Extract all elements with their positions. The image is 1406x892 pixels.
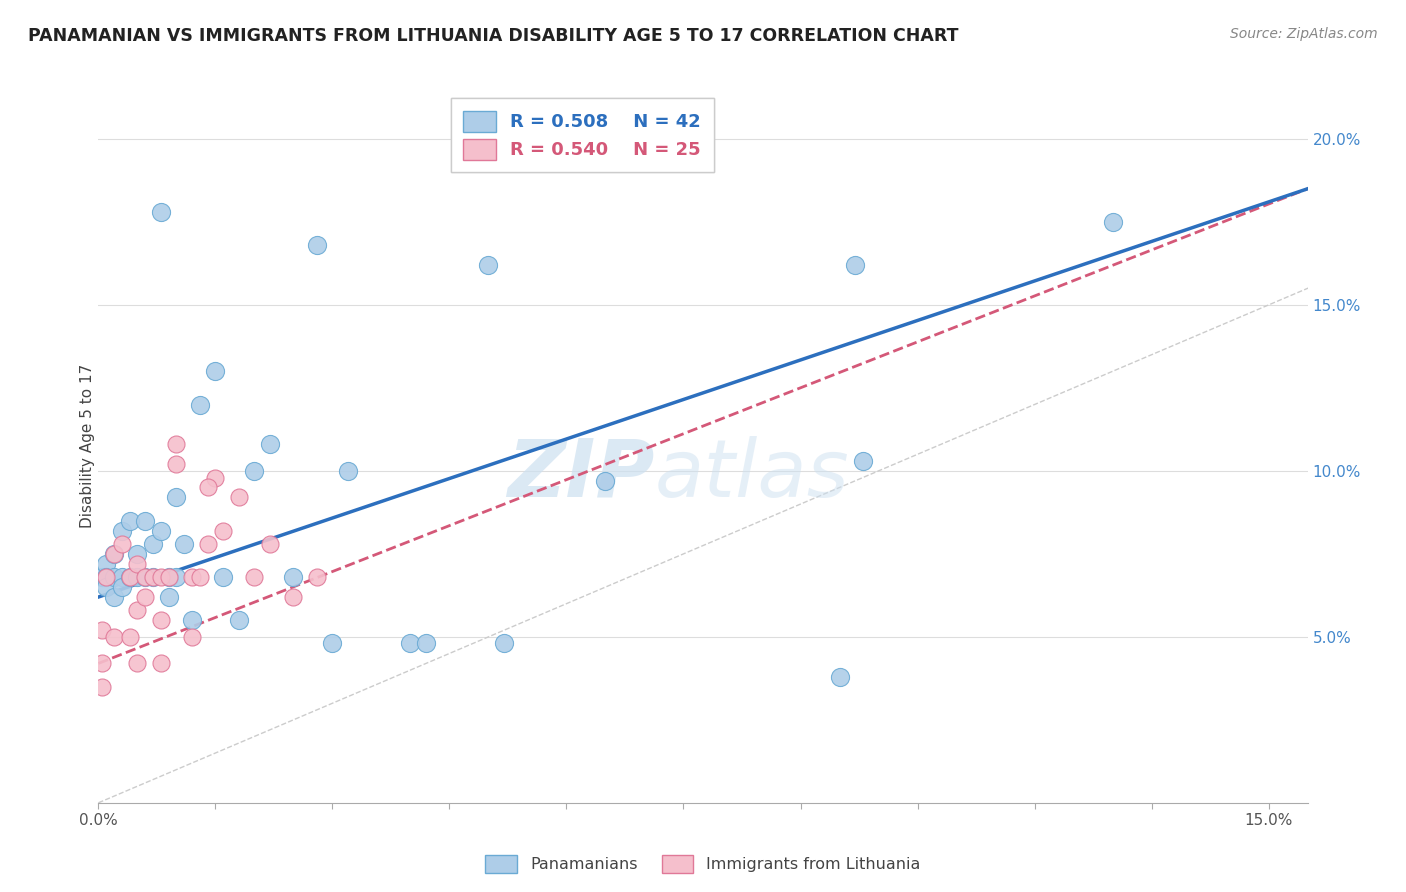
Point [91, 680, 114, 694]
Point [188, 397, 211, 411]
Point [127, 557, 149, 571]
Point [111, 570, 134, 584]
Point [127, 570, 149, 584]
Point [197, 481, 219, 495]
Point [149, 613, 172, 627]
Point [134, 570, 156, 584]
Text: PANAMANIAN VS IMMIGRANTS FROM LITHUANIA DISABILITY AGE 5 TO 17 CORRELATION CHART: PANAMANIAN VS IMMIGRANTS FROM LITHUANIA … [28, 27, 959, 45]
Legend: R = 0.508    N = 42, R = 0.540    N = 25: R = 0.508 N = 42, R = 0.540 N = 25 [450, 98, 714, 172]
Point [165, 457, 187, 471]
Point [197, 537, 219, 551]
Point [142, 537, 165, 551]
Point [149, 524, 172, 538]
Point [181, 613, 204, 627]
Point [181, 630, 204, 644]
Point [157, 590, 180, 604]
Point [477, 258, 499, 272]
Point [118, 630, 141, 644]
Point [149, 657, 172, 671]
Point [165, 491, 187, 505]
Point [111, 580, 134, 594]
Point [91, 624, 114, 638]
Point [134, 514, 156, 528]
Point [243, 464, 266, 478]
Point [844, 258, 866, 272]
Point [852, 454, 875, 468]
Point [212, 524, 235, 538]
Point [142, 570, 165, 584]
Point [91, 570, 114, 584]
Text: ZIP: ZIP [508, 435, 655, 514]
Point [134, 590, 156, 604]
Point [494, 636, 516, 650]
Point [305, 238, 328, 252]
Point [595, 474, 617, 488]
Point [283, 590, 305, 604]
Text: atlas: atlas [655, 435, 849, 514]
Point [103, 547, 125, 561]
Point [243, 570, 266, 584]
Point [91, 657, 114, 671]
Point [399, 636, 422, 650]
Point [111, 524, 134, 538]
Point [103, 570, 125, 584]
Point [228, 613, 250, 627]
Point [228, 491, 250, 505]
Point [181, 570, 204, 584]
Text: Source: ZipAtlas.com: Source: ZipAtlas.com [1230, 27, 1378, 41]
Point [127, 603, 149, 617]
Point [103, 547, 125, 561]
Y-axis label: Disability Age 5 to 17: Disability Age 5 to 17 [80, 364, 94, 528]
Point [165, 437, 187, 451]
Point [103, 630, 125, 644]
Point [828, 670, 851, 684]
Point [204, 364, 226, 378]
Point [118, 570, 141, 584]
Point [96, 570, 118, 584]
Point [157, 570, 180, 584]
Point [127, 547, 149, 561]
Point [305, 570, 328, 584]
Point [1101, 215, 1123, 229]
Point [321, 636, 343, 650]
Point [173, 537, 195, 551]
Point [283, 570, 305, 584]
Point [516, 115, 538, 129]
Point [259, 537, 281, 551]
Point [212, 570, 235, 584]
Point [157, 570, 180, 584]
Point [96, 570, 118, 584]
Point [103, 590, 125, 604]
Point [149, 205, 172, 219]
Point [415, 636, 437, 650]
Point [142, 570, 165, 584]
Legend: Panamanians, Immigrants from Lithuania: Panamanians, Immigrants from Lithuania [479, 848, 927, 880]
Point [259, 437, 281, 451]
Point [337, 464, 360, 478]
Point [188, 570, 211, 584]
Point [204, 470, 226, 484]
Point [149, 570, 172, 584]
Point [118, 570, 141, 584]
Point [111, 537, 134, 551]
Point [118, 514, 141, 528]
Point [96, 557, 118, 571]
Point [165, 570, 187, 584]
Point [96, 580, 118, 594]
Point [134, 570, 156, 584]
Point [127, 657, 149, 671]
